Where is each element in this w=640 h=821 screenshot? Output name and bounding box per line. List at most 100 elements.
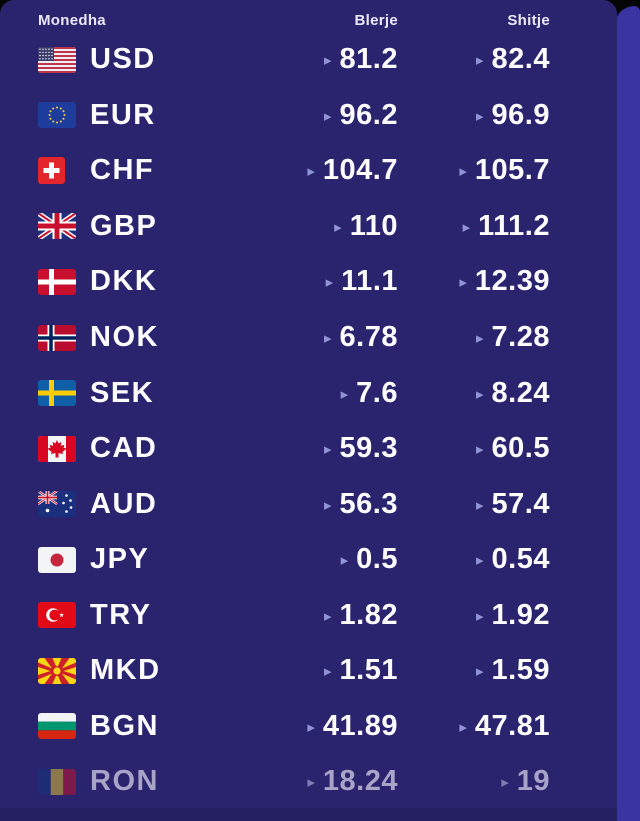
rate-arrow-icon: ▸ [476,663,484,681]
rate-arrow-icon: ▸ [307,774,315,792]
buy-value: 7.6 [356,376,398,409]
no-flag-icon [38,324,76,351]
sell-cell: ▸ 57.4 [398,489,550,519]
table-row: AUD ▸ 56.3 ▸ 57.4 [38,476,550,532]
sell-value: 82.4 [491,43,550,76]
buy-cell: ▸ 104.7 [268,156,398,185]
buy-value: 0.5 [356,543,398,576]
sell-value: 7.28 [491,321,550,353]
rate-arrow-icon: ▸ [476,441,484,459]
rate-arrow-icon: ▸ [307,718,315,736]
table-row: RON ▸ 18.24 ▸ 19 [38,754,550,808]
buy-cell: ▸ 56.3 [268,487,398,520]
rate-arrow-icon: ▸ [334,218,342,236]
buy-cell: ▸ 59.3 [268,434,398,463]
buy-value: 104.7 [322,154,398,187]
sell-cell: ▸ 105.7 [398,156,550,185]
header-sell: Shitje [507,11,550,29]
mk-flag-icon [38,657,76,684]
table-row: CAD ▸ 59.3 ▸ 60.5 [38,421,550,477]
rate-arrow-icon: ▸ [462,218,471,236]
sell-value: 105.7 [474,154,550,187]
header-buy: Blerje [354,11,398,29]
buy-value: 41.89 [322,709,398,742]
rate-arrow-icon: ▸ [307,163,315,181]
currency-code: MKD [90,654,161,687]
currency-code: RON [90,765,159,798]
sell-cell: ▸ 111.2 [398,209,550,242]
header-currency: Monedha [38,11,106,29]
buy-value: 56.3 [339,487,398,520]
sell-cell: ▸ 60.5 [398,434,550,463]
currency-code: TRY [90,598,152,631]
sell-value: 111.2 [478,209,550,242]
table-row: USD ▸ 81.2 ▸ 82.4 [38,32,550,88]
buy-value: 59.3 [339,432,398,465]
rate-arrow-icon: ▸ [324,607,332,625]
rate-arrow-icon: ▸ [325,274,334,292]
buy-cell: ▸ 18.24 [268,767,398,796]
buy-cell: ▸ 96.2 [268,98,398,131]
table-row: JPY ▸ 0.5 ▸ 0.54 [38,532,550,588]
table-row: SEK ▸ 7.6 ▸ 8.24 [38,365,550,421]
currency-code: CAD [90,432,158,465]
sell-value: 47.81 [474,709,550,742]
jp-flag-icon [38,546,76,573]
gb-flag-icon [38,213,76,240]
sell-cell: ▸ 7.28 [398,323,550,352]
us-flag-icon [38,46,76,73]
au-flag-icon [38,491,76,518]
rate-arrow-icon: ▸ [476,496,484,514]
sell-value: 96.9 [491,98,550,131]
buy-cell: ▸ 1.51 [268,656,398,685]
sell-value: 8.24 [491,376,550,409]
rates-panel: Monedha Blerje Shitje USD ▸ 81.2 ▸ 82.4 … [0,0,617,808]
bottom-fade-band [0,808,617,821]
rate-arrow-icon: ▸ [340,552,349,570]
rate-arrow-icon: ▸ [324,496,332,514]
currency-code: USD [90,43,156,76]
table-row: EUR ▸ 96.2 ▸ 96.9 [38,88,550,144]
currency-code: JPY [90,543,150,576]
rate-arrow-icon: ▸ [324,663,332,681]
buy-cell: ▸ 6.78 [268,323,398,352]
ch-flag-icon [38,157,76,185]
se-flag-icon [38,380,76,407]
rate-arrow-icon: ▸ [340,385,349,403]
sell-value: 60.5 [491,432,550,465]
table-row: MKD ▸ 1.51 ▸ 1.59 [38,643,550,699]
buy-value: 18.24 [322,765,398,798]
sell-cell: ▸ 1.92 [398,600,550,630]
ca-flag-icon [38,435,76,462]
buy-value: 1.51 [339,654,398,687]
rate-arrow-icon: ▸ [324,330,332,347]
rate-arrow-icon: ▸ [476,607,484,625]
eu-flag-icon [38,102,76,129]
rate-arrow-icon: ▸ [476,385,484,403]
sell-cell: ▸ 19 [398,767,550,796]
buy-cell: ▸ 0.5 [268,545,398,574]
buy-cell: ▸ 11.1 [268,267,398,296]
currency-code: EUR [90,98,156,131]
right-edge-strip [615,6,640,821]
buy-value: 96.2 [339,98,398,131]
sell-value: 12.39 [474,265,550,298]
sell-cell: ▸ 1.59 [398,656,550,685]
rate-arrow-icon: ▸ [476,107,484,125]
table-row: GBP ▸ 110 ▸ 111.2 [38,199,550,255]
rate-arrow-icon: ▸ [459,163,467,181]
buy-value: 81.2 [339,43,398,76]
buy-cell: ▸ 81.2 [268,45,398,74]
table-row: DKK ▸ 11.1 ▸ 12.39 [38,254,550,310]
ro-flag-icon [38,768,76,795]
rate-arrow-icon: ▸ [459,718,467,736]
dk-flag-icon [38,268,76,295]
buy-cell: ▸ 110 [268,211,398,241]
buy-value: 6.78 [339,321,398,353]
currency-code: GBP [90,209,158,242]
buy-cell: ▸ 1.82 [268,600,398,630]
tr-flag-icon [38,602,76,629]
buy-cell: ▸ 41.89 [268,709,398,742]
table-row: BGN ▸ 41.89 ▸ 47.81 [38,699,550,755]
table-row: NOK ▸ 6.78 ▸ 7.28 [38,310,550,366]
